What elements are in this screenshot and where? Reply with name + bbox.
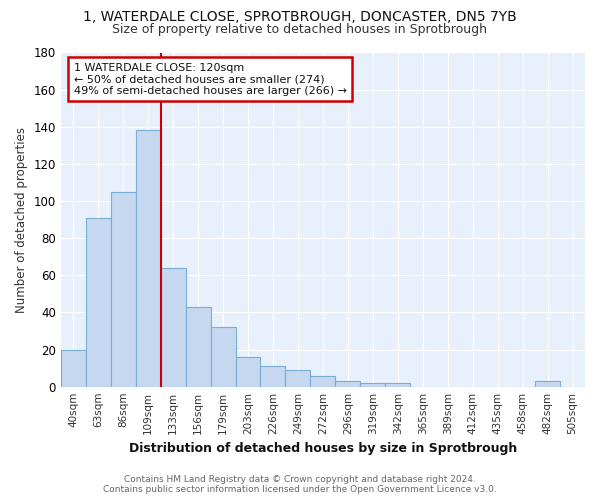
- Text: Size of property relative to detached houses in Sprotbrough: Size of property relative to detached ho…: [113, 22, 487, 36]
- Bar: [535, 381, 560, 386]
- Bar: [211, 328, 236, 386]
- Text: Contains HM Land Registry data © Crown copyright and database right 2024.
Contai: Contains HM Land Registry data © Crown c…: [103, 474, 497, 494]
- Bar: [86, 218, 111, 386]
- Bar: [335, 381, 361, 386]
- Bar: [260, 366, 286, 386]
- Bar: [185, 307, 211, 386]
- Bar: [385, 383, 410, 386]
- Bar: [136, 130, 161, 386]
- Bar: [61, 350, 86, 387]
- Text: 1 WATERDALE CLOSE: 120sqm
← 50% of detached houses are smaller (274)
49% of semi: 1 WATERDALE CLOSE: 120sqm ← 50% of detac…: [74, 62, 347, 96]
- Bar: [161, 268, 185, 386]
- Bar: [310, 376, 335, 386]
- Text: 1, WATERDALE CLOSE, SPROTBROUGH, DONCASTER, DN5 7YB: 1, WATERDALE CLOSE, SPROTBROUGH, DONCAST…: [83, 10, 517, 24]
- Bar: [111, 192, 136, 386]
- Y-axis label: Number of detached properties: Number of detached properties: [15, 126, 28, 312]
- X-axis label: Distribution of detached houses by size in Sprotbrough: Distribution of detached houses by size …: [129, 442, 517, 455]
- Bar: [236, 357, 260, 386]
- Bar: [361, 383, 385, 386]
- Bar: [286, 370, 310, 386]
